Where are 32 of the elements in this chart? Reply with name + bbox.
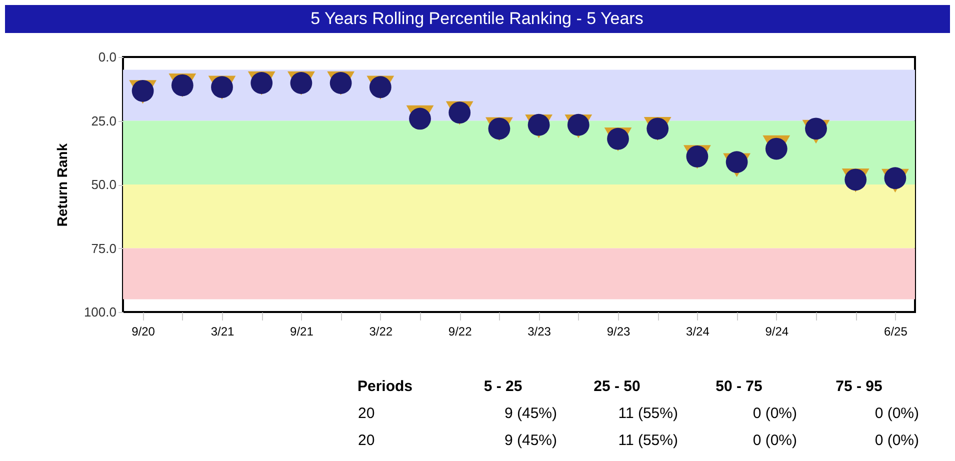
text: 25 - 50 <box>594 378 640 395</box>
text: 9 (45%) <box>504 432 557 449</box>
x-tick-label: 9/21 <box>290 324 314 338</box>
y-tick-label: 100.0 <box>84 304 116 320</box>
x-tick-label: 9/20 <box>132 324 156 338</box>
y-tick-label: 50.0 <box>91 177 116 192</box>
text: 9 (45%) <box>504 405 557 422</box>
x-tick-label: 3/21 <box>210 324 234 338</box>
x-tick-label: 9/23 <box>606 324 630 338</box>
text: 5 - 25 <box>484 378 522 395</box>
x-tick-label: 9/24 <box>765 324 789 338</box>
x-tick-label: 3/22 <box>369 324 393 338</box>
x-tick-label: 3/24 <box>686 324 710 338</box>
x-tick-label: 6/25 <box>884 324 908 338</box>
text: 0 (0%) <box>752 405 797 422</box>
y-axis-title: Return Rank <box>54 143 70 227</box>
x-tick-label: 9/22 <box>448 324 472 338</box>
text: 75 - 95 <box>836 378 882 395</box>
text: 0 (0%) <box>752 432 797 449</box>
text: 0 (0%) <box>874 405 919 422</box>
text: 0 (0%) <box>874 432 919 449</box>
text: 11 (55%) <box>618 405 678 422</box>
y-tick-label: 25.0 <box>91 113 116 128</box>
text: 11 (55%) <box>618 432 678 449</box>
chart-title: 5 Years Rolling Percentile Ranking - 5 Years <box>310 9 644 28</box>
text: Periods <box>357 378 413 395</box>
y-tick-label: 75.0 <box>91 240 116 256</box>
text: 20 <box>358 432 375 449</box>
text: 20 <box>358 405 375 422</box>
text: 50 - 75 <box>716 378 762 395</box>
y-tick-label: 0.0 <box>98 50 116 64</box>
x-tick-label: 3/23 <box>528 324 552 338</box>
